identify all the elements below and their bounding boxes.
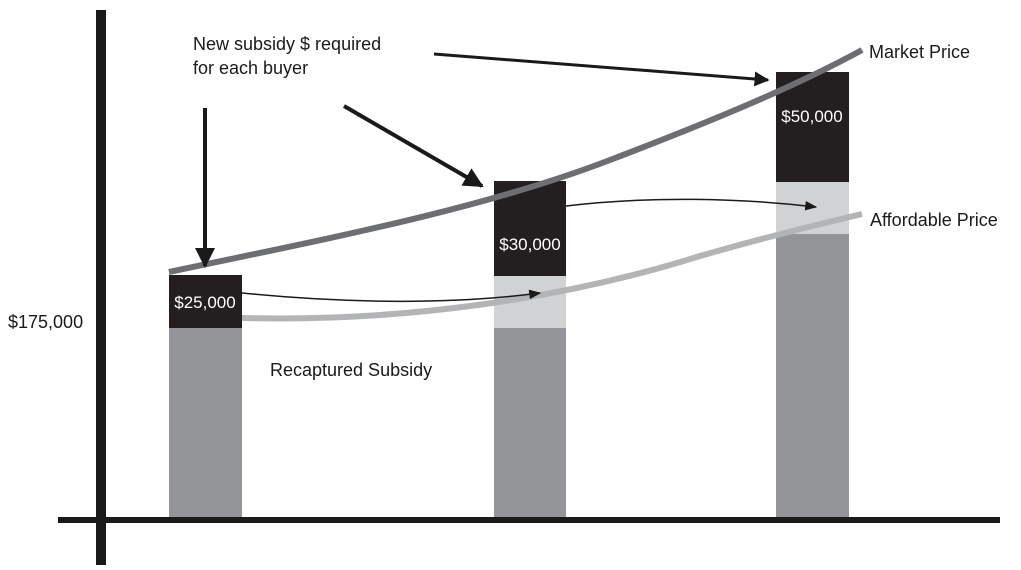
y-axis bbox=[96, 10, 106, 565]
affordable-price-curve bbox=[241, 211, 863, 322]
bar-1-subsidy bbox=[169, 275, 242, 328]
annotation-label-line1: New subsidy $ required bbox=[193, 34, 381, 54]
market-price-label: Market Price bbox=[869, 42, 970, 62]
annotation-arrow-right bbox=[433, 52, 770, 87]
bar-2-subsidy-label: $30,000 bbox=[499, 235, 560, 254]
annotation-label-line2: for each buyer bbox=[193, 58, 308, 78]
bar-1-subsidy-label: $25,000 bbox=[174, 293, 235, 312]
annotation-arrow-diagonal bbox=[342, 104, 484, 188]
bar-3-subsidy bbox=[776, 72, 849, 182]
y-value-label: $175,000 bbox=[8, 312, 83, 332]
bar-1-recaptured bbox=[169, 328, 242, 520]
transfer-arrow-2 bbox=[565, 198, 818, 211]
market-price-curve bbox=[168, 47, 864, 275]
transfer-arrow-1 bbox=[241, 289, 542, 303]
bar-2-recaptured bbox=[494, 328, 566, 522]
bar-3-recaptured bbox=[776, 234, 849, 522]
x-axis bbox=[58, 517, 1000, 523]
bar-3-subsidy-label: $50,000 bbox=[781, 107, 842, 126]
affordable-price-label: Affordable Price bbox=[870, 210, 998, 230]
recaptured-subsidy-label: Recaptured Subsidy bbox=[270, 360, 432, 380]
